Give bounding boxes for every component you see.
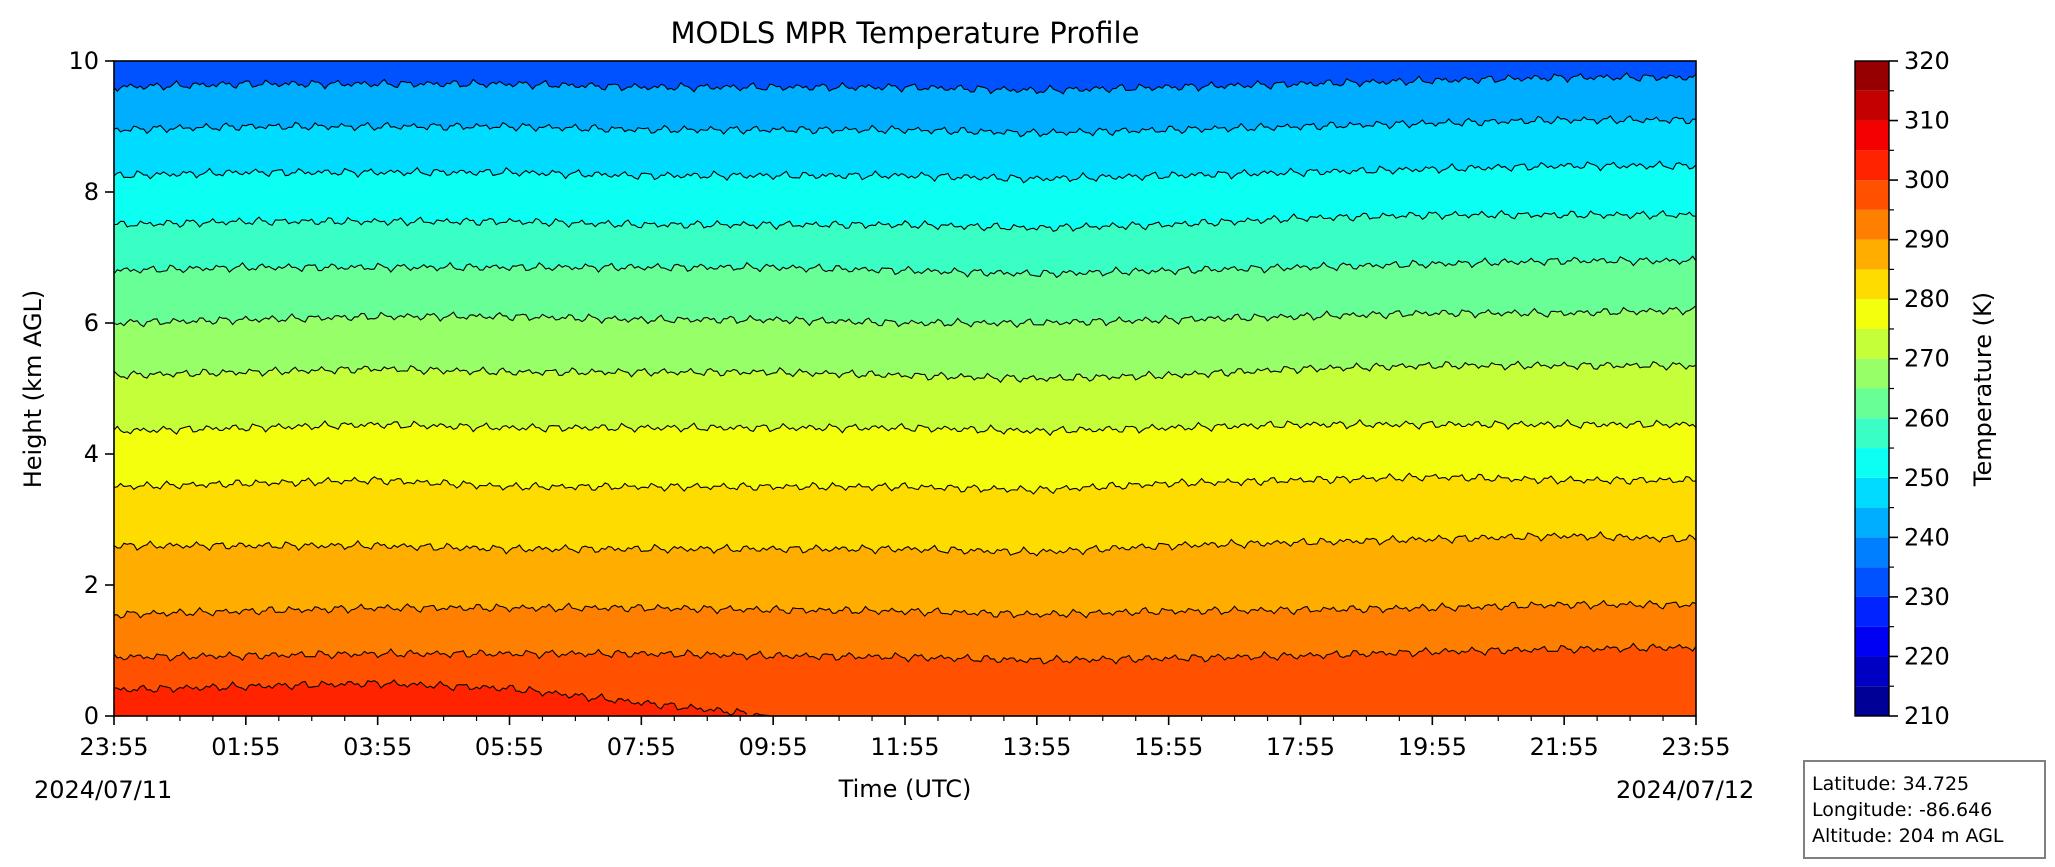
colorbar-tick-label: 210 — [1904, 702, 1950, 730]
end-date-label: 2024/07/12 — [1616, 776, 1754, 804]
colorbar-swatch — [1855, 507, 1889, 538]
colorbar-swatch — [1855, 90, 1889, 121]
contour-250K — [114, 160, 1696, 184]
colorbar-tick-label: 240 — [1904, 523, 1950, 551]
colorbar-swatch — [1855, 61, 1889, 91]
colorbar-swatch — [1855, 180, 1889, 210]
x-axis-label: Time (UTC) — [838, 775, 972, 803]
colorbar-tick-label: 270 — [1904, 345, 1950, 373]
y-tick-label: 6 — [84, 309, 99, 337]
colorbar-tick-label: 310 — [1904, 107, 1950, 135]
contour-280K — [114, 472, 1696, 495]
y-tick-label: 10 — [68, 47, 99, 75]
x-tick-label: 17:55 — [1266, 733, 1335, 761]
x-tick-label: 13:55 — [1002, 733, 1071, 761]
y-tick-label: 4 — [84, 440, 99, 468]
colorbar-swatch — [1855, 537, 1889, 568]
contour-260K — [114, 255, 1696, 279]
colorbar: 210 220 230 240 250 260 270 280 290 300 310 320 — [1854, 47, 1950, 730]
colorbar-tick-label: 260 — [1904, 404, 1950, 432]
colorbar-label: Temperature (K) — [1969, 292, 1997, 487]
contour-270K — [114, 360, 1696, 384]
contour-285K — [114, 531, 1696, 557]
info-altitude: Altitude: 204 m AGL — [1812, 825, 2004, 847]
colorbar-swatch — [1855, 477, 1889, 508]
colorbar-swatch — [1855, 388, 1889, 419]
y-axis: 0 2 4 6 8 10 — [68, 47, 114, 730]
x-tick-label: 15:55 — [1134, 733, 1203, 761]
colorbar-swatch — [1855, 448, 1889, 478]
colorbar-swatch — [1855, 656, 1889, 687]
contour-295K — [114, 642, 1696, 665]
x-tick-label: 21:55 — [1530, 733, 1599, 761]
colorbar-tick-label: 220 — [1904, 642, 1950, 670]
start-date-label: 2024/07/11 — [34, 776, 172, 804]
x-tick-label: 09:55 — [739, 733, 808, 761]
colorbar-tick-label: 250 — [1904, 464, 1950, 492]
colorbar-swatch — [1855, 299, 1889, 329]
x-tick-label: 19:55 — [1398, 733, 1467, 761]
colorbar-swatch — [1855, 567, 1889, 597]
colorbar-tick-label: 280 — [1904, 285, 1950, 313]
x-tick-label: 05:55 — [475, 733, 544, 761]
colorbar-tick-label: 300 — [1904, 166, 1950, 194]
colorbar-swatch — [1855, 626, 1889, 657]
contour-240K — [114, 72, 1696, 95]
contour-255K — [114, 209, 1696, 233]
colorbar-tick-label: 290 — [1904, 226, 1950, 254]
info-box-frame — [1803, 760, 2046, 859]
colorbar-swatch — [1855, 150, 1889, 181]
colorbar-tick-label: 320 — [1904, 47, 1950, 75]
colorbar-swatch — [1855, 328, 1889, 359]
contour-245K — [114, 115, 1696, 138]
colorbar-swatch — [1855, 209, 1889, 240]
x-tick-label: 23:55 — [1661, 733, 1730, 761]
temperature-field — [114, 61, 1696, 716]
plot-area — [114, 61, 1696, 716]
x-tick-label: 23:55 — [79, 733, 148, 761]
contour-275K — [114, 418, 1696, 437]
colorbar-swatch — [1855, 418, 1889, 449]
y-tick-label: 2 — [84, 571, 99, 599]
colorbar-swatch — [1855, 269, 1889, 300]
band-top — [114, 61, 1696, 94]
y-tick-label: 8 — [84, 178, 99, 206]
contour-290K — [114, 599, 1696, 619]
colorbar-swatch — [1855, 239, 1889, 270]
colorbar-ticks: 210 220 230 240 250 260 270 280 290 300 310 320 — [1889, 47, 1950, 730]
x-axis: 23:55 01:55 03:55 05:55 07:55 09:55 11:55 13:55… — [79, 716, 1731, 761]
y-tick-label: 0 — [84, 702, 99, 730]
contour-265K — [114, 305, 1696, 329]
chart-title: MODLS MPR Temperature Profile — [671, 16, 1140, 50]
y-axis-label: Height (km AGL) — [19, 290, 47, 489]
colorbar-tick-label: 230 — [1904, 583, 1950, 611]
colorbar-swatches — [1855, 61, 1889, 716]
info-longitude: Longitude: -86.646 — [1812, 799, 1992, 821]
colorbar-swatch — [1855, 596, 1889, 627]
colorbar-swatch — [1855, 120, 1889, 151]
location-info-box: Latitude: 34.725 Longitude: -86.646 Alti… — [1803, 760, 2046, 859]
info-latitude: Latitude: 34.725 — [1812, 773, 1969, 795]
x-tick-label: 03:55 — [343, 733, 412, 761]
x-tick-label: 01:55 — [211, 733, 280, 761]
contour-lines — [114, 72, 1696, 716]
colorbar-swatch — [1855, 358, 1889, 389]
x-tick-label: 07:55 — [607, 733, 676, 761]
x-tick-label: 11:55 — [870, 733, 939, 761]
colorbar-swatch — [1855, 686, 1889, 716]
